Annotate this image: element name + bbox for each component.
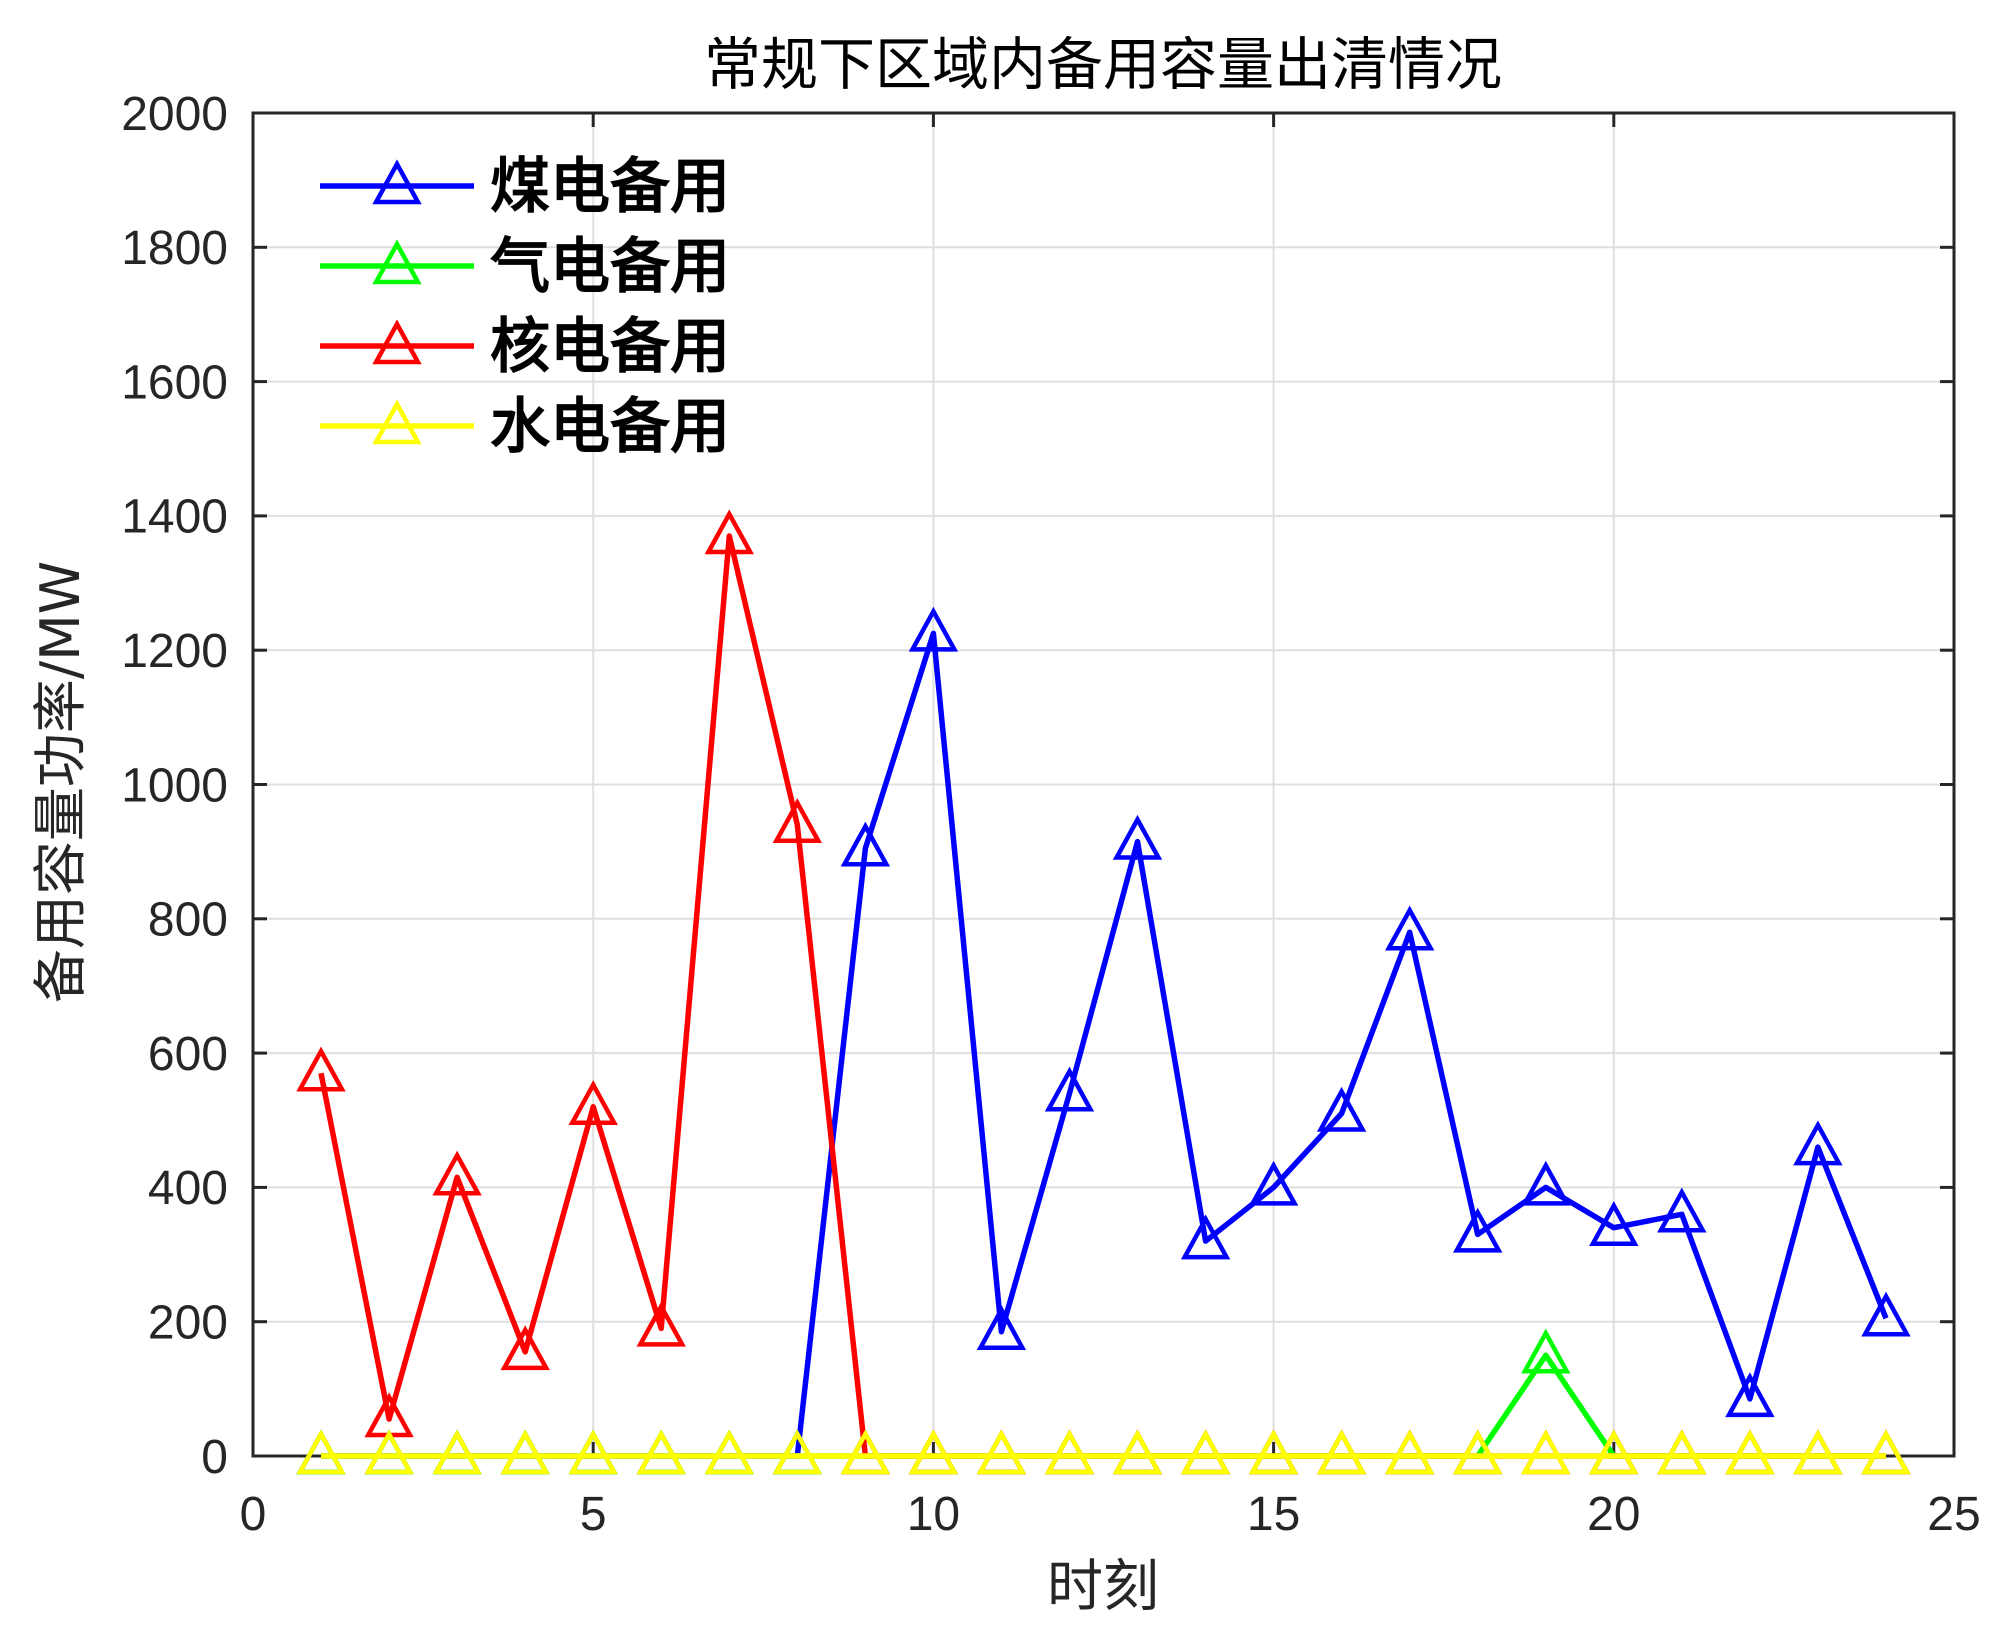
series-1-marker-t20 xyxy=(1589,1201,1639,1246)
y-tick-label-1400: 1400 xyxy=(121,491,228,544)
series-1-marker-t9 xyxy=(840,821,891,867)
series-4-marker-t12 xyxy=(1044,1429,1095,1475)
legend-label-3: 核电备用 xyxy=(490,312,730,382)
legend-entry-2: 气电备用 xyxy=(320,232,730,302)
series-1-marker-t13 xyxy=(1112,814,1163,860)
series-4-marker-t11 xyxy=(976,1429,1027,1475)
x-tick-label-10: 10 xyxy=(907,1488,960,1541)
y-tick-label-0: 0 xyxy=(201,1431,228,1484)
series-4-marker-t21 xyxy=(1657,1429,1707,1475)
series-1-marker-t16 xyxy=(1316,1086,1367,1132)
legend-label-1: 煤电备用 xyxy=(490,152,730,222)
series-1-marker-t10 xyxy=(908,606,959,652)
series-1-marker-t11 xyxy=(976,1305,1027,1350)
data-series xyxy=(296,509,1911,1475)
y-tick-label-1000: 1000 xyxy=(121,759,228,812)
series-1-marker-t17 xyxy=(1384,905,1435,951)
x-tick-label-15: 15 xyxy=(1247,1488,1300,1541)
x-axis-label: 时刻 xyxy=(1047,1555,1159,1620)
series-1-marker-t18 xyxy=(1452,1207,1503,1253)
legend-marker-2 xyxy=(372,239,422,285)
series-3-marker-t3 xyxy=(432,1150,482,1196)
y-axis-label: 备用容量功率/MW xyxy=(29,561,92,1003)
series-4-marker-t18 xyxy=(1452,1429,1503,1475)
series-4 xyxy=(296,1429,1911,1475)
legend-marker-3 xyxy=(372,319,422,365)
legend-marker-1 xyxy=(372,159,422,205)
series-4-marker-t23 xyxy=(1793,1429,1843,1475)
series-3-marker-t5 xyxy=(568,1080,618,1126)
series-4-marker-t4 xyxy=(500,1429,550,1475)
series-1-marker-t23 xyxy=(1793,1120,1843,1166)
chart-title: 常规下区域内备用容量出清情况 xyxy=(704,32,1502,98)
series-3-marker-t8 xyxy=(772,798,823,844)
y-tick-label-1600: 1600 xyxy=(121,356,228,409)
legend-entry-1: 煤电备用 xyxy=(320,152,730,222)
series-4-marker-t19 xyxy=(1521,1429,1571,1475)
legend-label-4: 水电备用 xyxy=(490,392,730,462)
series-1-marker-t24 xyxy=(1861,1291,1911,1337)
series-4-marker-t1 xyxy=(296,1429,346,1475)
y-tick-label-600: 600 xyxy=(148,1028,228,1081)
x-tick-label-0: 0 xyxy=(240,1488,267,1541)
series-4-marker-t15 xyxy=(1248,1429,1299,1475)
legend-entry-3: 核电备用 xyxy=(320,312,730,382)
x-tick-label-25: 25 xyxy=(1927,1488,1980,1541)
series-3-marker-t4 xyxy=(500,1325,550,1371)
series-3-marker-t1 xyxy=(296,1046,346,1092)
y-tick-label-800: 800 xyxy=(148,894,228,947)
series-4-marker-t13 xyxy=(1112,1429,1163,1475)
series-4-marker-t10 xyxy=(908,1429,959,1475)
series-3-marker-t7 xyxy=(704,509,755,555)
series-4-marker-t5 xyxy=(568,1429,618,1475)
legend-marker-4 xyxy=(372,399,422,445)
series-1-marker-t19 xyxy=(1521,1160,1571,1206)
series-1-marker-t15 xyxy=(1248,1160,1299,1206)
legend-label-2: 气电备用 xyxy=(490,232,730,302)
y-tick-label-400: 400 xyxy=(148,1162,228,1215)
y-tick-label-200: 200 xyxy=(148,1297,228,1350)
series-1-marker-t21 xyxy=(1657,1187,1707,1233)
series-2-marker-t19 xyxy=(1521,1328,1571,1374)
x-tick-label-5: 5 xyxy=(580,1488,607,1541)
series-1-marker-t14 xyxy=(1180,1214,1231,1260)
x-tick-label-20: 20 xyxy=(1587,1488,1640,1541)
series-4-marker-t9 xyxy=(840,1429,891,1475)
series-3-marker-t6 xyxy=(636,1301,686,1347)
series-4-marker-t16 xyxy=(1316,1429,1367,1475)
series-1-marker-t12 xyxy=(1044,1066,1095,1112)
legend-entry-4: 水电备用 xyxy=(320,392,730,462)
series-4-marker-t20 xyxy=(1589,1429,1639,1475)
series-4-marker-t8 xyxy=(772,1429,823,1475)
axis-tick-labels: 0 5 10 15 20 25 0 200 400 600 800 1000 1200 1400 1600 1… xyxy=(121,88,1980,1541)
y-tick-label-1800: 1800 xyxy=(121,222,228,275)
y-tick-label-2000: 2000 xyxy=(121,88,228,141)
series-4-marker-t6 xyxy=(636,1429,686,1475)
series-4-marker-t7 xyxy=(704,1429,755,1475)
series-4-marker-t22 xyxy=(1725,1429,1775,1475)
series-4-marker-t17 xyxy=(1384,1429,1435,1475)
series-4-marker-t24 xyxy=(1861,1429,1911,1475)
y-tick-label-1200: 1200 xyxy=(121,625,228,678)
series-4-marker-t14 xyxy=(1180,1429,1231,1475)
series-4-marker-t3 xyxy=(432,1429,482,1475)
series-4-marker-t2 xyxy=(364,1429,414,1475)
series-1-marker-t22 xyxy=(1725,1372,1775,1418)
